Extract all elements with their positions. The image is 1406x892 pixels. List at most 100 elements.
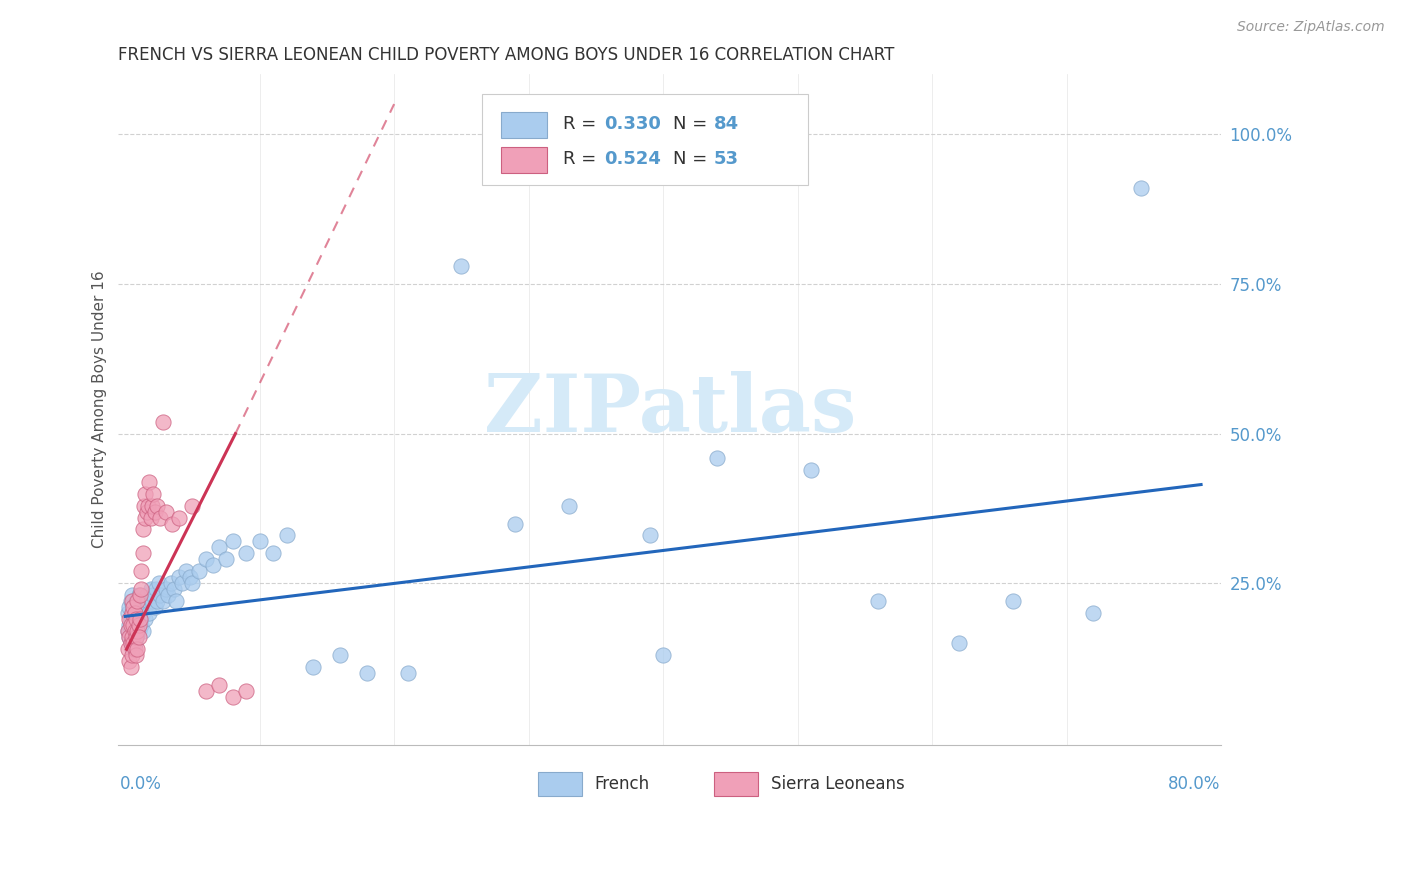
Point <box>134 510 156 524</box>
Point <box>121 648 143 663</box>
Point <box>167 510 190 524</box>
Point <box>558 499 581 513</box>
Point <box>155 582 177 597</box>
Point <box>125 631 148 645</box>
Point <box>121 642 143 657</box>
Point <box>652 648 675 663</box>
Point <box>194 552 217 566</box>
Point <box>396 666 419 681</box>
Point <box>181 576 204 591</box>
Point <box>149 510 172 524</box>
Point <box>136 499 159 513</box>
Point <box>124 636 146 650</box>
Point <box>120 612 142 626</box>
Point <box>124 607 146 621</box>
Point <box>131 618 153 632</box>
Point <box>120 618 142 632</box>
Point <box>131 546 153 560</box>
Point <box>131 582 153 597</box>
Point <box>170 576 193 591</box>
Point <box>118 654 141 668</box>
Point <box>120 594 142 608</box>
Point <box>208 678 231 692</box>
Point <box>118 631 141 645</box>
Text: R =: R = <box>562 115 602 134</box>
Point <box>120 636 142 650</box>
Point <box>201 558 224 573</box>
Point <box>134 612 156 626</box>
Point <box>121 594 143 608</box>
Bar <box>714 772 758 796</box>
Point <box>125 612 148 626</box>
Point <box>122 631 145 645</box>
Point <box>138 607 160 621</box>
Point <box>145 582 167 597</box>
Point <box>302 660 325 674</box>
Point <box>141 499 163 513</box>
Text: N =: N = <box>673 151 713 169</box>
Point <box>638 528 661 542</box>
Text: French: French <box>595 775 650 793</box>
Point <box>121 624 143 639</box>
Point <box>124 624 146 639</box>
Point <box>181 499 204 513</box>
Point <box>1129 181 1152 195</box>
Point <box>124 642 146 657</box>
Point <box>122 600 145 615</box>
Point <box>276 528 298 542</box>
Point <box>155 504 177 518</box>
Point <box>249 534 271 549</box>
Point <box>450 259 472 273</box>
Point <box>122 636 145 650</box>
Point <box>125 631 148 645</box>
Point <box>128 631 150 645</box>
Point <box>121 588 143 602</box>
Point <box>148 576 170 591</box>
Point <box>131 594 153 608</box>
Point <box>135 588 157 602</box>
Point <box>125 594 148 608</box>
Point <box>165 594 187 608</box>
Point <box>143 600 166 615</box>
Point <box>136 594 159 608</box>
Text: Source: ZipAtlas.com: Source: ZipAtlas.com <box>1237 20 1385 34</box>
Point <box>121 631 143 645</box>
Text: 84: 84 <box>714 115 740 134</box>
Text: 53: 53 <box>714 151 740 169</box>
Point <box>152 594 174 608</box>
Point <box>1083 607 1105 621</box>
FancyBboxPatch shape <box>482 95 807 185</box>
Point <box>162 516 184 531</box>
Point <box>152 415 174 429</box>
Point <box>167 570 190 584</box>
Point <box>128 624 150 639</box>
Point <box>142 486 165 500</box>
Point <box>132 594 155 608</box>
Point <box>127 624 149 639</box>
Point <box>129 612 152 626</box>
Point <box>142 588 165 602</box>
Point <box>124 607 146 621</box>
Point <box>356 666 378 681</box>
Text: R =: R = <box>562 151 602 169</box>
Point <box>122 618 145 632</box>
Point <box>125 648 148 663</box>
Text: 80.0%: 80.0% <box>1168 775 1220 793</box>
Point <box>146 594 169 608</box>
Point <box>118 618 141 632</box>
Text: Sierra Leoneans: Sierra Leoneans <box>772 775 905 793</box>
Point <box>121 607 143 621</box>
Point <box>138 475 160 489</box>
Point <box>127 642 149 657</box>
Point <box>127 594 149 608</box>
Point <box>118 600 141 615</box>
Point <box>174 565 197 579</box>
Point <box>117 624 139 639</box>
Point <box>128 618 150 632</box>
Point <box>124 624 146 639</box>
Point <box>131 565 153 579</box>
Point <box>706 450 728 465</box>
Text: FRENCH VS SIERRA LEONEAN CHILD POVERTY AMONG BOYS UNDER 16 CORRELATION CHART: FRENCH VS SIERRA LEONEAN CHILD POVERTY A… <box>118 46 894 64</box>
Point <box>868 594 890 608</box>
Point <box>188 565 211 579</box>
